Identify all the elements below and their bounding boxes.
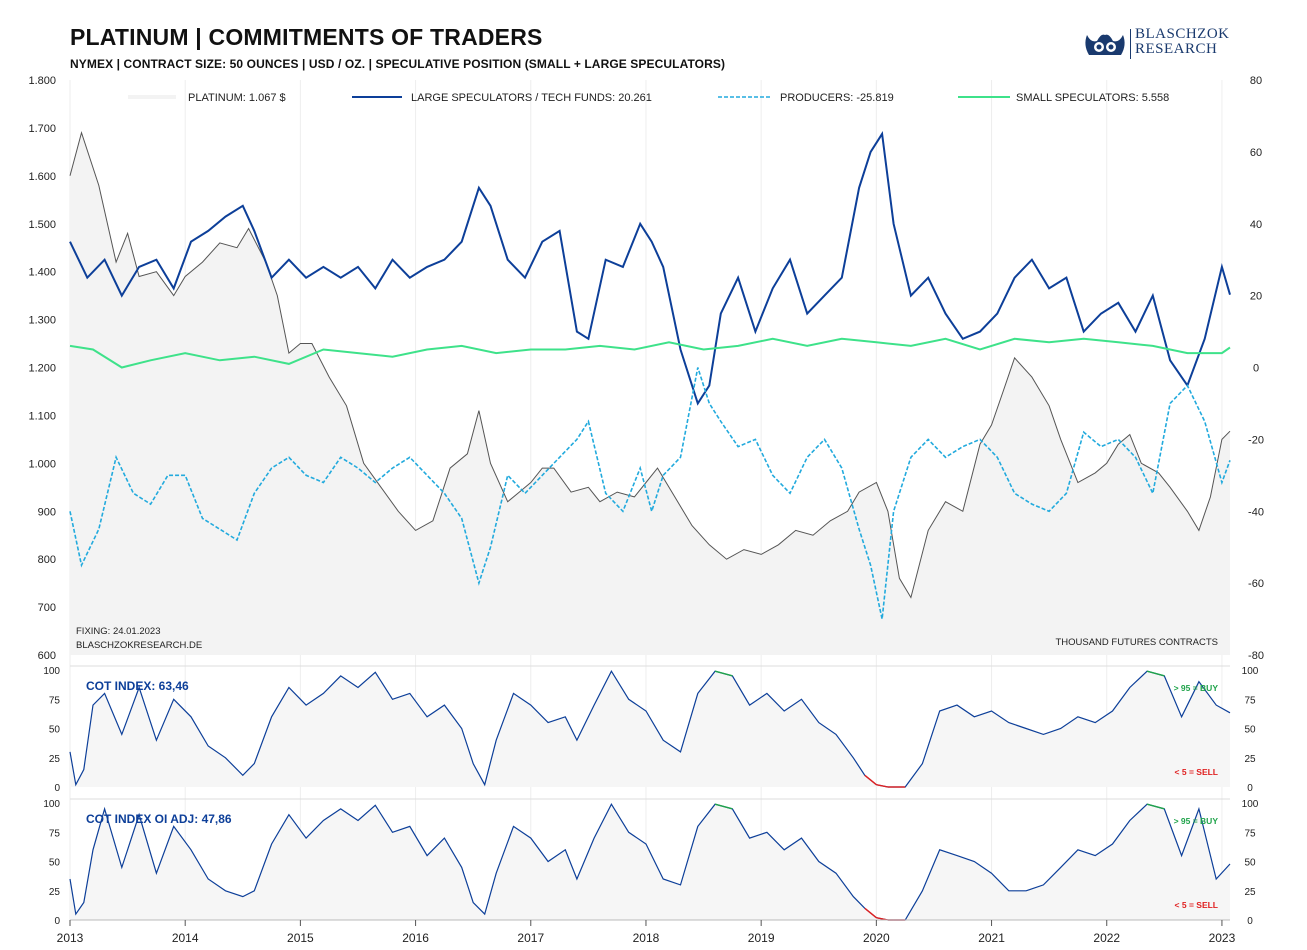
buy-threshold-label: > 95 = BUY xyxy=(1174,816,1219,826)
sell-threshold-label: < 5 = SELL xyxy=(1175,900,1218,910)
cot-buy-segment xyxy=(1146,803,1165,810)
logo: BLASCHZOK RESEARCH xyxy=(1083,27,1243,63)
chart-subtitle: NYMEX | CONTRACT SIZE: 50 OUNCES | USD /… xyxy=(70,57,726,71)
cot-buy-segment xyxy=(714,670,733,677)
y-left-tick-label: 1.000 xyxy=(28,458,56,470)
legend-item-platinum: PLATINUM: 1.067 $ xyxy=(188,92,286,104)
y-right-tick-label: -60 xyxy=(1248,578,1264,590)
y-right-tick-label: 0 xyxy=(1253,363,1259,375)
x-tick-label: 2021 xyxy=(978,931,1005,945)
cot-y-left-tick-label: 75 xyxy=(49,695,61,706)
cot-y-left-tick-label: 100 xyxy=(43,799,60,810)
cot-y-right-tick-label: 25 xyxy=(1244,887,1256,898)
cot-line xyxy=(69,669,1231,788)
cot-y-right-tick-label: 0 xyxy=(1247,783,1253,794)
x-tick-label: 2022 xyxy=(1093,931,1120,945)
y-right-tick-label: -40 xyxy=(1248,506,1264,518)
y-left-tick-label: 1.800 xyxy=(28,75,56,87)
logo-line-1: BLASCHZOK xyxy=(1135,26,1230,42)
y-left-tick-label: 1.300 xyxy=(28,315,56,327)
y-left-tick-label: 1.200 xyxy=(28,363,56,375)
y-left-tick-label: 1.700 xyxy=(28,123,56,135)
cot-y-right-tick-label: 75 xyxy=(1244,695,1256,706)
sell-threshold-label: < 5 = SELL xyxy=(1175,767,1218,777)
y-right-tick-label: 80 xyxy=(1250,75,1262,87)
y-left-tick-label: 800 xyxy=(38,554,56,566)
source-url-label: BLASCHZOKRESEARCH.DE xyxy=(76,640,202,651)
x-tick-label: 2016 xyxy=(402,931,429,945)
y-left-tick-label: 1.500 xyxy=(28,219,56,231)
x-tick-label: 2023 xyxy=(1209,931,1236,945)
x-tick-label: 2020 xyxy=(863,931,890,945)
cot-line xyxy=(69,802,1231,921)
y-left-tick-label: 900 xyxy=(38,506,56,518)
small-speculators-line xyxy=(69,337,1231,369)
cot-buy-segment xyxy=(1146,670,1165,677)
cot-y-left-tick-label: 25 xyxy=(49,754,61,765)
y-left-tick-label: 700 xyxy=(38,602,56,614)
units-label: THOUSAND FUTURES CONTRACTS xyxy=(1055,637,1218,648)
cot-sell-segment xyxy=(876,783,889,788)
x-tick-label: 2014 xyxy=(172,931,199,945)
cot-y-right-tick-label: 100 xyxy=(1242,799,1259,810)
x-tick-label: 2015 xyxy=(287,931,314,945)
cot-sell-segment xyxy=(864,774,877,786)
cot-y-right-tick-label: 50 xyxy=(1244,725,1256,736)
y-right-tick-label: 60 xyxy=(1250,147,1262,159)
logo-text: BLASCHZOK RESEARCH xyxy=(1135,27,1230,57)
y-left-tick-label: 600 xyxy=(38,650,56,662)
y-left-tick-label: 1.100 xyxy=(28,410,56,422)
platinum-area xyxy=(70,132,1230,655)
cot-buy-segment xyxy=(714,803,733,810)
x-tick-label: 2013 xyxy=(57,931,84,945)
cot-y-left-tick-label: 0 xyxy=(54,783,60,794)
large-speculators-line xyxy=(69,131,1231,406)
legend-swatch-platinum xyxy=(128,95,176,99)
cot-index-label: COT INDEX: 63,46 xyxy=(86,679,189,693)
cot-y-left-tick-label: 75 xyxy=(49,828,61,839)
cot-y-right-tick-label: 25 xyxy=(1244,754,1256,765)
cot-y-right-tick-label: 50 xyxy=(1244,858,1256,869)
cot-y-right-tick-label: 75 xyxy=(1244,828,1256,839)
logo-separator xyxy=(1130,29,1131,59)
cot-area xyxy=(70,671,1230,787)
x-tick-label: 2018 xyxy=(633,931,660,945)
cot-y-left-tick-label: 25 xyxy=(49,887,61,898)
logo-line-2: RESEARCH xyxy=(1135,41,1218,57)
cot-index-oi-adj-label: COT INDEX OI ADJ: 47,86 xyxy=(86,812,232,826)
y-right-tick-label: 20 xyxy=(1250,291,1262,303)
cot-y-left-tick-label: 100 xyxy=(43,666,60,677)
buy-threshold-label: > 95 = BUY xyxy=(1174,683,1219,693)
y-right-tick-label: -80 xyxy=(1248,650,1264,662)
cot-sell-segment xyxy=(864,907,877,919)
cot-y-left-tick-label: 50 xyxy=(49,725,61,736)
y-right-tick-label: 40 xyxy=(1250,219,1262,231)
cot-area xyxy=(70,804,1230,920)
cot-y-right-tick-label: 100 xyxy=(1242,666,1259,677)
legend-item-large-speculators: LARGE SPECULATORS / TECH FUNDS: 20.261 xyxy=(411,92,652,104)
chart-title: PLATINUM | COMMITMENTS OF TRADERS xyxy=(70,24,543,50)
legend-item-producers: PRODUCERS: -25.819 xyxy=(780,92,894,104)
x-tick-label: 2019 xyxy=(748,931,775,945)
y-left-tick-label: 1.600 xyxy=(28,171,56,183)
cot-y-left-tick-label: 0 xyxy=(54,916,60,927)
y-left-tick-label: 1.400 xyxy=(28,267,56,279)
cot-y-right-tick-label: 0 xyxy=(1247,916,1253,927)
fixing-date-label: FIXING: 24.01.2023 xyxy=(76,626,161,637)
cot-y-left-tick-label: 50 xyxy=(49,858,61,869)
y-right-tick-label: -20 xyxy=(1248,434,1264,446)
x-tick-label: 2017 xyxy=(517,931,544,945)
legend-item-small-speculators: SMALL SPECULATORS: 5.558 xyxy=(1016,92,1169,104)
logo-mark-icon xyxy=(1085,34,1125,55)
